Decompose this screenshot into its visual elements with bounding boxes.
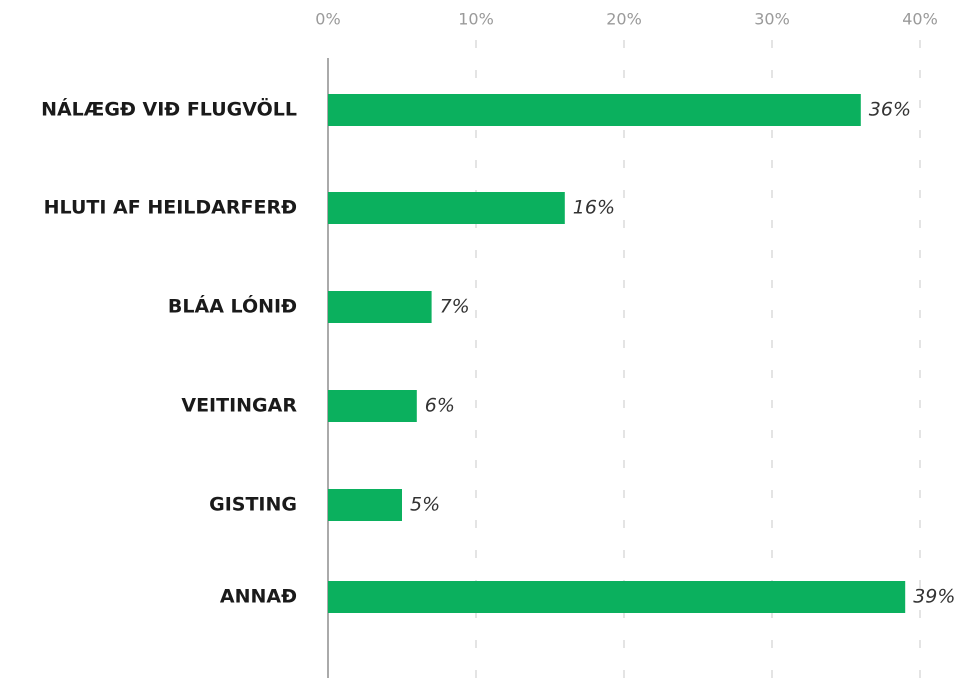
bar: [328, 291, 432, 323]
category-label: HLUTI AF HEILDARFERÐ: [44, 197, 297, 219]
bar: [328, 390, 417, 422]
value-label: 36%: [869, 99, 911, 121]
value-label: 7%: [440, 296, 470, 318]
value-label: 16%: [573, 197, 615, 219]
value-label: 39%: [913, 586, 955, 608]
bar: [328, 489, 402, 521]
category-label: BLÁA LÓNIÐ: [168, 294, 297, 318]
category-label: NÁLÆGÐ VIÐ FLUGVÖLL: [41, 97, 297, 121]
value-label: 6%: [425, 395, 455, 417]
x-tick-label: 10%: [458, 10, 494, 29]
value-label: 5%: [410, 494, 440, 516]
bar: [328, 192, 565, 224]
category-label: GISTING: [209, 494, 297, 516]
category-label: ANNAÐ: [220, 586, 297, 608]
bar: [328, 581, 906, 613]
x-tick-label: 40%: [902, 10, 938, 29]
x-tick-label: 0%: [315, 10, 340, 29]
bar: [328, 94, 861, 126]
x-tick-label: 20%: [606, 10, 642, 29]
category-label: VEITINGAR: [181, 395, 297, 417]
x-tick-label: 30%: [754, 10, 790, 29]
